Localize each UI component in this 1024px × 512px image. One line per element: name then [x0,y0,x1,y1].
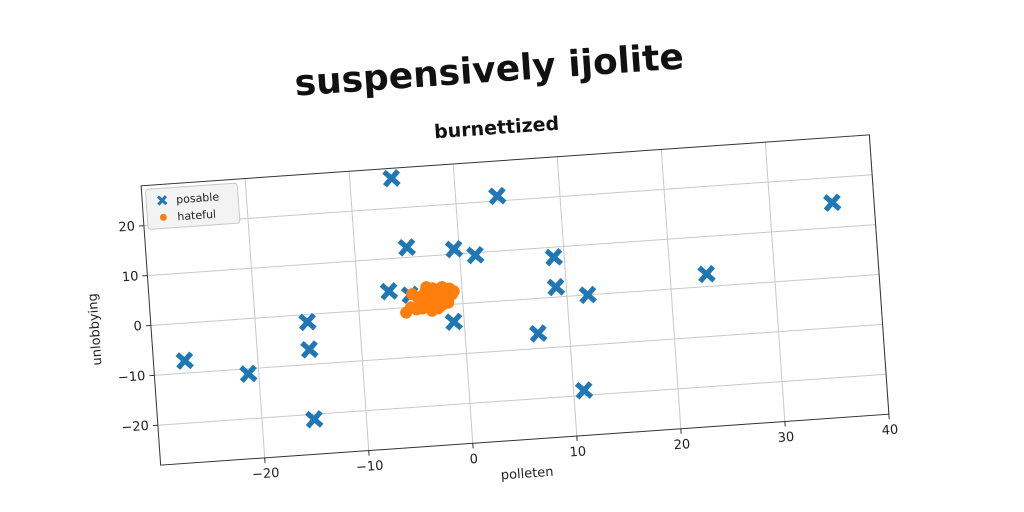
x-tick-label: 30 [777,430,795,446]
chart-suptitle: suspensively ijolite [293,36,685,104]
y-ticks: −20 −10 0 10 20 [118,219,158,436]
chart-marks [175,169,842,429]
data-point-posable [175,351,194,370]
y-axis-label: unlobbying [86,293,106,366]
y-gridline [154,323,883,376]
y-gridline [157,373,887,426]
plot-area: −20 −10 0 10 20 30 40 −20 −10 0 10 20 polleten unl… [86,134,899,484]
y-tick-label: −20 [121,419,149,436]
x-tick-label: 10 [569,444,587,460]
legend-marker-hateful [159,213,167,221]
data-point-posable [578,285,598,305]
data-point-posable [466,245,485,265]
data-point-posable [382,169,401,188]
data-point-hateful [442,296,455,309]
legend-box [145,182,241,230]
legend-label-hateful: hateful [177,208,217,224]
data-point-posable [546,277,566,297]
data-point-posable [488,186,507,206]
y-gridline [143,174,873,227]
y-tick-label: 0 [133,319,142,335]
data-point-posable [544,247,564,267]
grid [143,134,890,458]
legend-marker-posable [156,195,168,206]
data-point-hateful [435,281,448,294]
data-point-hateful [406,288,419,301]
x-axis-label: polleten [500,465,554,484]
data-point-posable [397,238,416,257]
data-point-posable [379,282,399,301]
x-tick-label: 40 [881,423,899,439]
data-point-posable [300,340,319,359]
data-point-posable [444,312,463,332]
legend: posable hateful [145,182,241,230]
y-tick-label: 10 [121,269,139,285]
data-point-hateful [426,291,439,304]
data-point-hateful [432,302,445,315]
data-point-posable [697,264,716,284]
x-ticks: −20 −10 0 10 20 30 40 [252,414,899,483]
y-gridline [150,274,880,326]
chart-subtitle: burnettized [433,113,559,144]
data-point-posable [823,193,842,212]
data-point-posable [305,410,324,429]
data-point-posable [574,381,594,400]
legend-label-posable: posable [176,190,220,206]
x-tick-label: 0 [469,452,478,468]
data-point-posable [239,364,258,383]
y-gridline [147,224,876,277]
data-point-hateful [416,302,429,315]
y-tick-label: 20 [118,219,136,235]
data-point-hateful [400,306,413,319]
data-point-hateful [447,285,460,298]
data-point-hateful [420,281,433,294]
y-tick-label: −10 [118,369,146,386]
x-tick-label: −10 [356,459,384,476]
x-tick-label: −20 [252,466,280,483]
data-point-posable [298,312,317,332]
data-point-posable [529,324,548,343]
x-tick-label: 20 [673,437,691,453]
data-point-posable [444,239,464,259]
